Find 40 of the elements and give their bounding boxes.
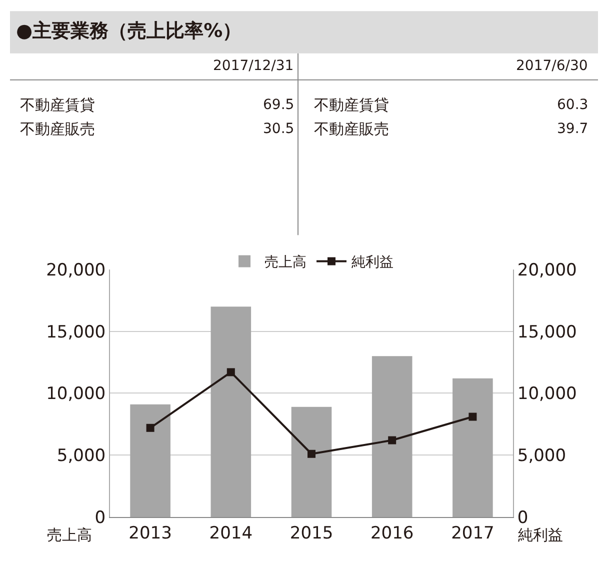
y-tick-label: 0 — [94, 508, 106, 528]
bar — [291, 406, 332, 517]
y-tick-label: 15,000 — [46, 322, 106, 342]
y2-tick-label: 0 — [517, 508, 528, 528]
y-axis-title: 売上高 — [47, 526, 92, 544]
data-label: 30.5 — [263, 121, 294, 137]
category-label: 不動産賃貸 — [20, 96, 95, 114]
text: 2017/12/31 — [213, 58, 294, 74]
y2-tick-label: 15,000 — [517, 322, 577, 342]
y-tick-label: 20,000 — [46, 260, 106, 280]
x-tick-label: 2013 — [128, 523, 172, 544]
text: ●主要業務（売上比率%） — [16, 20, 242, 42]
point — [388, 436, 396, 444]
x-tick-label: 2014 — [209, 523, 253, 544]
x-tick-label: 2016 — [370, 523, 414, 544]
bar — [372, 356, 412, 517]
legend-label: 売上高 — [264, 254, 306, 271]
data-label: 69.5 — [263, 97, 294, 113]
x-tick-label: 2015 — [290, 523, 334, 544]
text: 2017/6/30 — [516, 58, 588, 74]
y2-tick-label: 10,000 — [517, 384, 577, 404]
data-label: 60.3 — [557, 97, 588, 113]
category-label: 不動産販売 — [20, 120, 95, 138]
point — [468, 412, 477, 421]
y2-axis-title: 純利益 — [518, 526, 563, 544]
point — [146, 424, 154, 432]
point — [308, 450, 316, 458]
y2-tick-label: 5,000 — [517, 446, 566, 466]
category-label: 不動産賃貸 — [314, 96, 389, 114]
y2-tick-label: 20,000 — [517, 260, 577, 280]
bar — [452, 378, 493, 517]
point — [226, 368, 235, 376]
legend-label: 純利益 — [352, 254, 394, 271]
x-tick-label: 2017 — [451, 523, 494, 544]
bar — [210, 306, 252, 517]
bar — [130, 404, 170, 517]
data-label: 39.7 — [557, 121, 588, 137]
y-tick-label: 5,000 — [56, 446, 106, 466]
y-tick-label: 10,000 — [46, 384, 106, 404]
category-label: 不動産販売 — [314, 120, 389, 138]
